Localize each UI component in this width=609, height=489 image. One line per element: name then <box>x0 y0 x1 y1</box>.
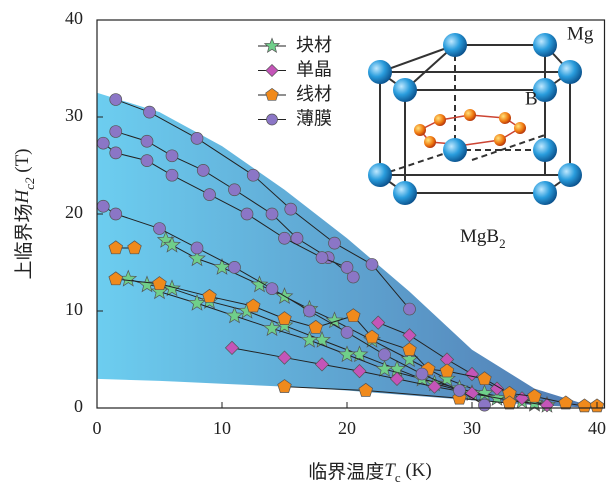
legend-marker <box>266 65 278 77</box>
data-point <box>578 399 592 412</box>
data-point <box>479 399 491 411</box>
y-axis-label: 上临界场Hc2 (T) <box>12 148 37 279</box>
data-point <box>141 155 153 167</box>
data-point <box>266 283 278 295</box>
b-label: B <box>525 88 538 109</box>
data-point <box>366 258 378 270</box>
data-point <box>341 326 353 338</box>
data-point <box>110 126 122 138</box>
data-point <box>191 242 203 254</box>
data-point <box>304 305 316 317</box>
y-tick-label: 10 <box>65 299 83 319</box>
mg-label: Mg <box>567 23 594 44</box>
x-tick-label: 0 <box>93 418 102 438</box>
data-point <box>141 135 153 147</box>
data-point <box>329 237 341 249</box>
data-point <box>416 368 428 380</box>
legend-label: 薄膜 <box>296 109 332 130</box>
data-point <box>144 106 156 118</box>
data-point <box>241 208 253 220</box>
data-point <box>316 252 328 264</box>
legend-label: 块材 <box>296 35 332 56</box>
legend-marker <box>265 38 280 52</box>
x-tick-label: 10 <box>213 418 231 438</box>
data-point <box>166 150 178 162</box>
x-tick-label: 20 <box>338 418 356 438</box>
y-tick-label: 0 <box>74 396 83 416</box>
data-point <box>97 137 109 149</box>
chart: Mg B MgB2 0 10 20 30 40 0 10 20 30 40 块材单晶线材薄膜 临界温… <box>0 0 609 489</box>
y-tick-label: 40 <box>65 8 83 28</box>
legend-marker <box>266 88 279 100</box>
legend-marker <box>267 114 278 125</box>
data-point <box>229 261 241 273</box>
x-tick-label: 40 <box>588 418 606 438</box>
data-point <box>285 203 297 215</box>
data-point <box>279 232 291 244</box>
crystal-inset: Mg B MgB2 <box>368 23 594 251</box>
data-point <box>454 385 466 397</box>
data-point <box>110 208 122 220</box>
formula-label: MgB2 <box>460 226 506 251</box>
data-point <box>379 349 391 361</box>
data-point <box>266 208 278 220</box>
y-tick-label: 20 <box>65 202 83 222</box>
data-point <box>110 147 122 159</box>
legend-label: 线材 <box>296 84 332 105</box>
data-point <box>110 94 122 106</box>
data-point <box>247 169 259 181</box>
data-point <box>204 189 216 201</box>
data-point <box>341 261 353 273</box>
legend-label: 单晶 <box>296 60 332 81</box>
data-point <box>166 169 178 181</box>
x-tick-label: 30 <box>463 418 481 438</box>
data-point <box>197 164 209 176</box>
data-point <box>191 132 203 144</box>
y-tick-label: 30 <box>65 105 83 125</box>
data-point <box>154 223 166 235</box>
x-axis-label: 临界温度Tc (K) <box>308 460 432 485</box>
data-point <box>97 200 109 212</box>
data-point <box>404 303 416 315</box>
data-point <box>229 184 241 196</box>
